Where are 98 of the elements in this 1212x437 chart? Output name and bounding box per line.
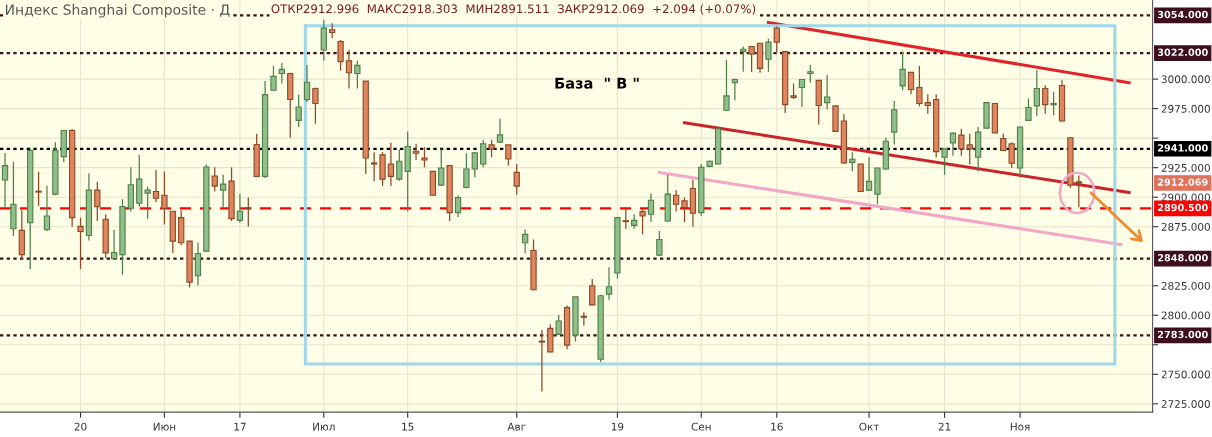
candlestick (429, 170, 437, 197)
candlestick (312, 86, 319, 125)
candlestick (480, 139, 487, 168)
x-tick-label: Окт (859, 422, 880, 431)
x-tick-label: 15 (402, 422, 414, 431)
annotation: База " В " (555, 77, 639, 89)
candlestick (43, 185, 51, 232)
candlestick (907, 71, 915, 95)
x-tick-label: Июн (153, 422, 176, 431)
y-tick-label: 2725.000 (1161, 400, 1210, 408)
candlestick (471, 151, 478, 178)
candlestick (303, 64, 311, 103)
candlestick (161, 171, 168, 225)
y-tick-label: 2975.000 (1161, 104, 1210, 113)
x-tick-label: Авг (507, 422, 526, 431)
y-tick-label: 2800.000 (1161, 311, 1210, 320)
candlestick (773, 25, 780, 53)
candlestick (245, 196, 252, 228)
candlestick (1, 152, 9, 209)
candlestick (924, 93, 931, 115)
candlestick (891, 100, 898, 146)
candlestick (798, 78, 806, 108)
candlestick (639, 208, 646, 236)
candlestick (387, 142, 395, 187)
candlestick (194, 241, 202, 287)
candlestick (656, 230, 663, 257)
candlestick (438, 148, 445, 187)
text: 2912.069 (1157, 178, 1208, 186)
candlestick (513, 163, 520, 196)
ref-line-label: 2941.000 (1157, 144, 1208, 152)
x-tick-label: 17 (234, 422, 246, 431)
candlestick (823, 74, 831, 110)
candlestick (505, 144, 512, 167)
candlestick (354, 60, 361, 90)
ref-line-label: 3022.000 (1157, 48, 1208, 56)
ref-line-label: 3054.000 (1157, 10, 1208, 19)
candlestick (672, 189, 680, 213)
ref-line-label: 2848.000 (1157, 254, 1208, 262)
x-tick-label: 19 (611, 422, 624, 431)
candlestick (278, 62, 286, 85)
candlestick (110, 229, 118, 261)
candlestick (1050, 91, 1057, 116)
candlestick (454, 194, 462, 218)
candlestick (1042, 84, 1049, 115)
candlestick (463, 152, 470, 190)
candlestick (94, 181, 101, 222)
candlestick (345, 49, 353, 90)
candlestick (748, 45, 755, 73)
candlestick (421, 146, 428, 168)
ref-line-label: 2783.000 (1157, 330, 1208, 339)
candlestick (236, 193, 244, 224)
candlestick (765, 38, 772, 73)
candlestick (370, 151, 378, 182)
candlestick (605, 266, 613, 301)
candlestick (295, 93, 302, 128)
candlestick (127, 166, 135, 213)
y-tick-label: 2825.000 (1161, 281, 1210, 290)
y-tick-label: 2900.000 (1161, 193, 1210, 202)
ref-line-label: 2890.500 (1157, 203, 1208, 212)
candlestick (320, 19, 327, 62)
candlestick (723, 59, 730, 112)
candlestick (949, 132, 957, 157)
candlestick (916, 65, 923, 107)
candlestick (941, 148, 948, 176)
y-tick-label: 3000.000 (1161, 75, 1210, 84)
candlestick (622, 206, 629, 230)
candlestick (547, 323, 554, 354)
candlestick (77, 216, 84, 270)
candlestick (538, 329, 546, 393)
x-tick-label: 21 (938, 422, 951, 431)
candlestick (496, 118, 504, 144)
x-tick-label: Ноя (1010, 422, 1030, 431)
candlestick (681, 196, 688, 223)
candlestick (35, 171, 42, 207)
candlestick (1075, 174, 1082, 208)
candlestick (1033, 69, 1041, 117)
y-tick-label: 2750.000 (1161, 370, 1210, 379)
candlestick (521, 228, 529, 255)
candlestick (219, 174, 227, 209)
x-tick-label: Июл (313, 422, 335, 431)
candlestick (337, 39, 344, 72)
candlestick (211, 166, 218, 193)
candlestick (899, 50, 906, 91)
candlestick (865, 156, 873, 192)
y-tick-label: 2925.000 (1161, 163, 1210, 172)
chart-title: Индекс Shanghai Composite · Д (5, 4, 230, 18)
candlestick (580, 311, 588, 327)
candlestick (152, 169, 160, 203)
x-tick-label: Сен (691, 422, 711, 431)
x-tick-label: 20 (74, 422, 87, 431)
candlestick (270, 65, 277, 92)
candlestick (589, 278, 596, 307)
x-tick-label: 16 (771, 422, 783, 431)
candlestick (412, 143, 420, 161)
y-tick-label: 2875.000 (1161, 222, 1210, 231)
candlestick (849, 151, 856, 172)
candlestick (647, 192, 655, 223)
chart-subtitle: ОТКР2912.996 МАКС2918.303 МИН2891.511 ЗАКР2912.069 +2.094 (+0.07%) (271, 4, 756, 15)
